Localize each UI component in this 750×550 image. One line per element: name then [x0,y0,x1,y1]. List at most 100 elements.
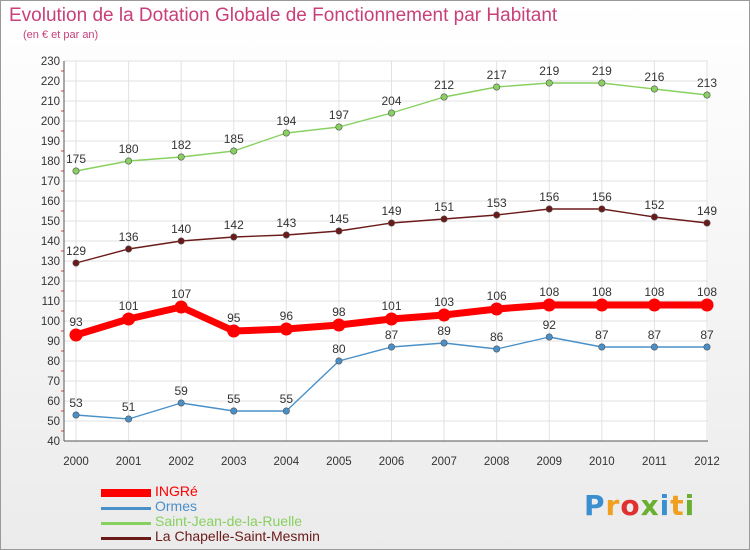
data-point [440,339,448,347]
x-tick-label: 2012 [694,456,720,468]
x-tick-label: 2011 [642,456,667,468]
data-label: 213 [697,76,717,90]
y-tick-label: 150 [41,216,60,228]
data-label: 185 [224,132,244,146]
data-label: 93 [69,315,83,329]
y-tick-label: 190 [41,136,60,148]
legend-label: Ormes [155,498,197,514]
x-tick-label: 2009 [536,456,562,468]
data-label: 194 [276,114,296,128]
data-point [174,300,188,314]
data-point [700,298,714,312]
data-label: 55 [227,392,241,406]
legend-label: INGRé [155,483,198,499]
data-point [493,83,501,91]
data-label: 53 [69,396,83,410]
chart-title: Evolution de la Dotation Globale de Fonc… [9,5,558,26]
data-label: 103 [434,295,454,309]
data-point [282,129,290,137]
data-label: 180 [119,142,139,156]
data-point [490,302,504,316]
y-tick-label: 110 [42,296,60,308]
data-point [332,318,346,332]
data-label: 87 [700,328,714,342]
data-label: 108 [697,285,717,299]
data-point [437,308,451,322]
series-saint-jean-de-la-ruelle: 175 180 182 185 194 197 204 212 217 219 219 216 213 [66,64,717,175]
series-ormes: 53 51 59 55 55 80 87 89 86 92 87 87 87 [69,318,714,423]
y-tick-label: 230 [41,56,60,68]
data-point [125,157,133,165]
data-label: 95 [227,311,241,325]
data-point [125,415,133,423]
data-point [230,147,238,155]
legend-swatch [101,489,151,497]
x-tick-label: 2003 [221,456,247,468]
data-point [598,79,606,87]
data-label: 151 [434,200,454,214]
data-point [703,219,711,227]
legend-swatch [101,506,151,510]
data-label: 145 [329,212,349,226]
logo-letter: t [670,489,685,522]
x-tick-label: 2010 [589,456,615,468]
y-tick-label: 220 [41,76,60,88]
data-point [69,328,83,342]
y-tick-label: 120 [41,276,60,288]
y-tick-label: 70 [47,376,60,388]
x-tick-label: 2005 [326,456,352,468]
data-label: 182 [171,138,191,152]
data-point [387,219,395,227]
data-point [595,298,609,312]
y-tick-label: 170 [41,176,60,188]
data-point [647,298,661,312]
chart-subtitle: (en € et par an) [23,29,99,41]
data-label: 204 [381,94,401,108]
data-label: 108 [644,285,664,299]
data-point [387,109,395,117]
data-point [227,324,241,338]
data-point [650,85,658,93]
data-point [493,345,501,353]
data-label: 143 [276,216,296,230]
x-tick-label: 2004 [274,456,300,468]
data-label: 175 [66,152,86,166]
data-point [598,343,606,351]
data-point [177,399,185,407]
data-label: 152 [644,198,664,212]
y-tick-label: 210 [41,96,60,108]
x-tick-label: 2000 [63,456,89,468]
data-label: 108 [592,285,612,299]
data-point [598,205,606,213]
data-label: 101 [119,299,139,313]
data-label: 129 [66,244,86,258]
data-label: 92 [543,318,557,332]
data-point [650,343,658,351]
data-point [122,312,136,326]
data-point [545,333,553,341]
x-tick-label: 2001 [116,456,142,468]
y-tick-label: 200 [41,116,60,128]
data-label: 156 [592,190,612,204]
data-label: 149 [697,204,717,218]
data-point [72,411,80,419]
logo-letter: x [640,489,660,522]
data-label: 87 [385,328,399,342]
logo-letter: i [684,489,696,522]
data-label: 136 [119,230,139,244]
data-label: 149 [381,204,401,218]
y-tick-label: 50 [47,416,60,428]
data-point [177,153,185,161]
data-point [72,167,80,175]
data-point [650,213,658,221]
data-label: 101 [381,299,401,313]
data-label: 106 [487,289,507,303]
data-label: 107 [171,287,191,301]
data-point [385,312,398,326]
data-label: 197 [329,108,349,122]
data-point [177,237,185,245]
data-label: 153 [487,196,507,210]
data-point [282,231,290,239]
